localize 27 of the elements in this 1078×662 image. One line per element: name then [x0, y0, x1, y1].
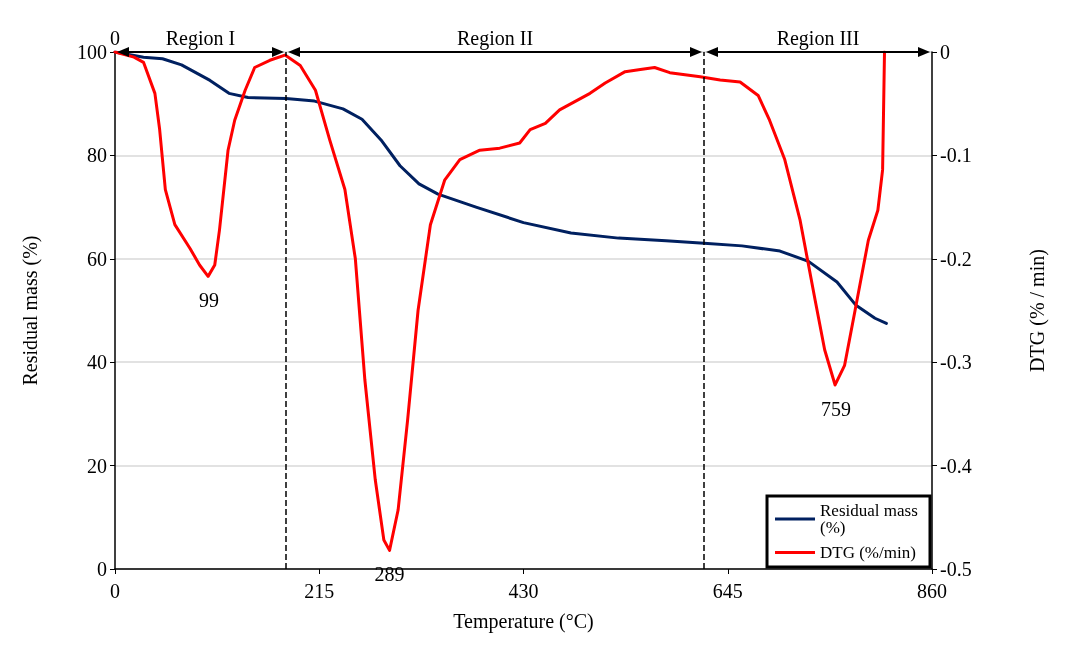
y-tick-label: 100	[77, 41, 107, 63]
text: Region II	[456, 27, 534, 50]
annotation: 289	[374, 563, 405, 586]
y2-tick-label: -0.1	[940, 144, 972, 167]
y-tick-label: 0	[97, 558, 107, 580]
text: Region I	[165, 27, 236, 50]
legend-label: DTG (%/min)	[820, 543, 916, 562]
annotation: 99	[199, 289, 220, 312]
y2-tick-label: -0.4	[940, 454, 972, 477]
y-tick-label: 80	[87, 144, 107, 167]
x-axis-title: Temperature (°C)	[453, 610, 594, 633]
y2-tick-label: -0.3	[940, 351, 972, 374]
y2-tick-label: -0.5	[940, 558, 972, 580]
text: Region III	[776, 27, 860, 50]
x-tick-label: 645	[712, 580, 743, 602]
annotation: 759	[821, 397, 852, 420]
legend-label: Residual mass (%)	[820, 501, 923, 537]
y-axis-title: Residual mass (%)	[19, 235, 42, 386]
y2-tick-label: 0	[940, 41, 950, 63]
y2-axis-title: DTG (% / min)	[1026, 249, 1049, 372]
y-tick-label: 40	[87, 351, 107, 374]
y-tick-label: 60	[87, 247, 107, 270]
y2-tick-label: -0.2	[940, 247, 972, 270]
x-tick-label: 215	[304, 580, 335, 602]
x-tick-label: 430	[508, 580, 539, 602]
y-tick-label: 20	[87, 454, 107, 477]
x-tick-label: 860	[917, 580, 947, 602]
